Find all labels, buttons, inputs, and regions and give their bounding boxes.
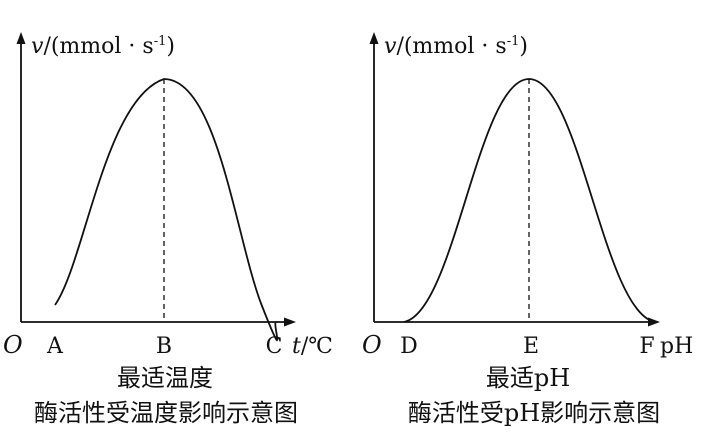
y-axis-arrow-icon (369, 32, 379, 44)
chart-title-ph: 酶活性受pH影响示意图 (408, 399, 660, 427)
optimum-caption-temperature: 最适温度 (117, 364, 213, 392)
tick-label-D: D (400, 334, 418, 359)
x-axis-label-temperature: t/℃ (292, 334, 333, 359)
y-axis-label-temperature: v/(mmol · s-1) (31, 34, 175, 59)
y-axis-arrow-icon (16, 32, 26, 44)
activity-curve-temperature (54, 78, 279, 341)
tick-label-C: C (266, 334, 283, 359)
origin-label-temperature: O (3, 331, 23, 359)
optimum-caption-ph: 最适pH (486, 364, 570, 392)
chart-temperature: v/(mmol · s-1) O A B C t/℃ 最适温度 酶活性受温度影响… (3, 32, 333, 427)
tick-label-F: F (639, 334, 654, 359)
tick-label-A: A (46, 334, 64, 359)
y-axis-label-ph: v/(mmol · s-1) (384, 34, 528, 59)
x-axis-label-ph: pH (660, 334, 693, 359)
chart-ph: v/(mmol · s-1) O D E F pH 最适pH 酶活性受pH影响示… (362, 32, 693, 427)
chart-title-temperature: 酶活性受温度影响示意图 (34, 399, 298, 427)
x-axis-arrow-icon (284, 317, 296, 327)
origin-label-ph: O (362, 331, 382, 359)
tick-label-E: E (523, 334, 539, 359)
tick-label-B: B (156, 334, 172, 359)
